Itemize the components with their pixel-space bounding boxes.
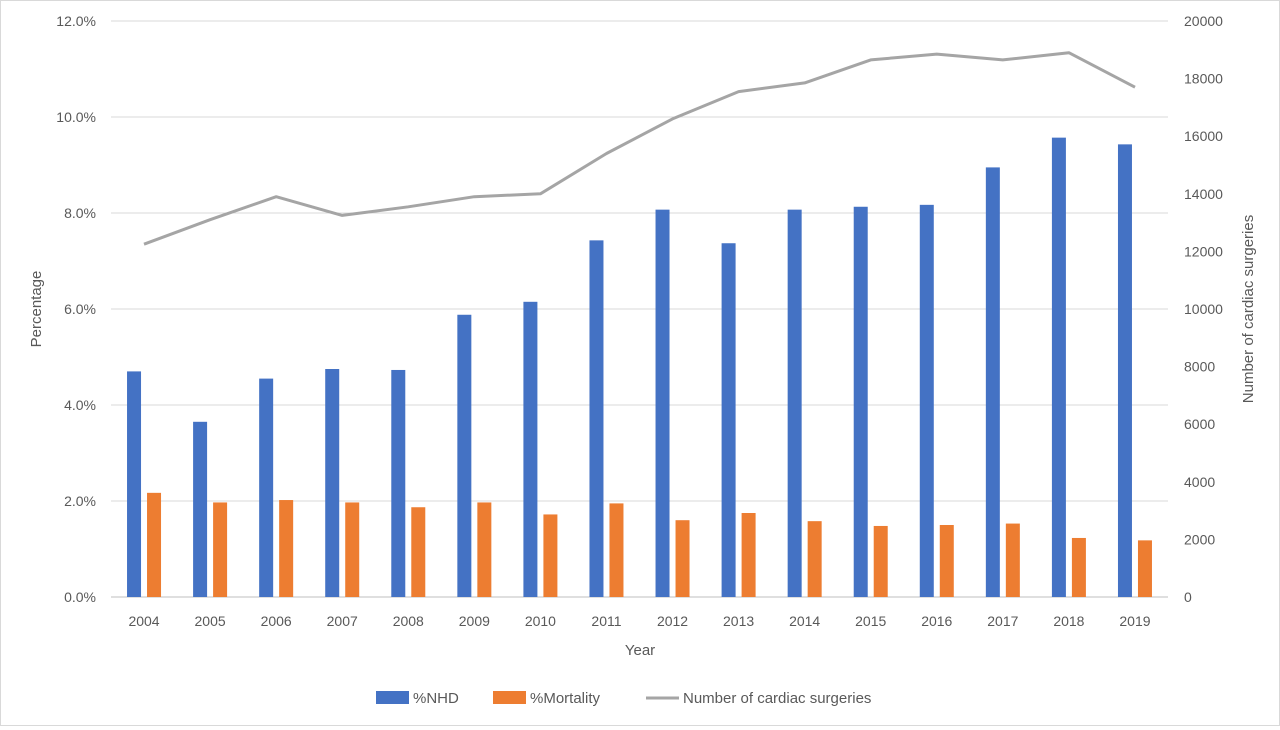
y2-tick-label: 18000 [1184,71,1223,87]
legend-swatch-mortality [493,691,526,704]
bar-nhd [655,209,670,597]
bar-nhd [193,421,208,597]
x-tick-label: 2018 [1053,613,1084,629]
y-tick-label: 10.0% [56,109,96,125]
y2-tick-label: 6000 [1184,416,1215,432]
bar-mortality [543,514,558,597]
y2-axis-title: Number of cardiac surgeries [1240,215,1257,403]
y2-tick-label: 20000 [1184,13,1223,29]
x-tick-label: 2017 [987,613,1018,629]
y-tick-label: 4.0% [64,397,96,413]
bar-mortality [675,520,690,597]
left-axis-ticks: 0.0% 2.0% 4.0% 6.0% 8.0% 10.0% 12.0% [56,13,96,605]
bar-mortality [213,502,228,597]
bar-nhd [919,204,934,597]
y2-tick-label: 12000 [1184,243,1223,259]
x-tick-label: 2005 [195,613,226,629]
x-tick-label: 2019 [1119,613,1150,629]
bar-mortality [147,492,162,597]
bar-mortality [1137,540,1152,597]
legend-label-nhd: %NHD [413,690,459,707]
y-tick-label: 12.0% [56,13,96,29]
bar-nhd [325,369,340,597]
bar-nhd [1051,137,1066,597]
bar-nhd [985,167,1000,597]
bar-nhd [1117,144,1132,598]
bar-nhd [721,243,736,598]
line-series-group [143,51,1136,246]
y-tick-label: 6.0% [64,301,96,317]
bar-mortality [477,502,492,597]
bar-nhd [787,209,802,597]
line-cardiac-surgeries [143,51,1136,246]
x-tick-label: 2009 [459,613,490,629]
bar-nhd [127,371,142,597]
bar-nhd [259,378,274,597]
bar-nhd [391,369,406,597]
bar-mortality [279,500,294,597]
y2-tick-label: 8000 [1184,359,1215,375]
bar-mortality [939,525,954,597]
x-tick-label: 2014 [789,613,820,629]
x-tick-label: 2013 [723,613,754,629]
bar-mortality [741,513,756,597]
x-axis-title: Year [625,642,655,659]
x-tick-label: 2008 [393,613,424,629]
y-axis-title: Percentage [28,271,45,348]
y2-tick-label: 10000 [1184,301,1223,317]
y-tick-label: 0.0% [64,589,96,605]
x-tick-label: 2015 [855,613,886,629]
x-tick-label: 2007 [327,613,358,629]
legend-label-surgeries: Number of cardiac surgeries [683,690,871,707]
bar-mortality [1005,523,1020,597]
y2-tick-label: 16000 [1184,128,1223,144]
x-tick-label: 2011 [591,613,621,629]
y-tick-label: 2.0% [64,493,96,509]
y2-tick-label: 0 [1184,589,1192,605]
y2-tick-label: 2000 [1184,531,1215,547]
bar-mortality [345,502,360,597]
bar-mortality [609,503,624,597]
bar-nhd [523,301,538,597]
x-tick-label: 2016 [921,613,952,629]
legend-label-mortality: %Mortality [530,690,601,707]
bar-series-group [127,137,1152,598]
bar-mortality [1071,537,1086,597]
legend: %NHD %Mortality Number of cardiac surger… [376,690,871,707]
y2-tick-label: 4000 [1184,474,1215,490]
x-tick-label: 2012 [657,613,688,629]
bar-nhd [589,240,604,598]
x-axis-ticks: 2004 2005 2006 2007 2008 2009 2010 2011 2012 2013… [128,613,1150,629]
legend-swatch-nhd [376,691,409,704]
y-tick-label: 8.0% [64,205,96,221]
x-tick-label: 2006 [261,613,292,629]
y2-tick-label: 14000 [1184,186,1223,202]
bar-nhd [853,206,868,597]
bar-nhd [457,314,472,597]
bar-mortality [411,507,426,597]
bar-mortality [807,521,822,597]
bar-mortality [873,525,888,597]
x-tick-label: 2010 [525,613,556,629]
x-tick-label: 2004 [128,613,159,629]
right-axis-ticks: 0 2000 4000 6000 8000 10000 12000 14000 16000 180… [1184,13,1223,605]
